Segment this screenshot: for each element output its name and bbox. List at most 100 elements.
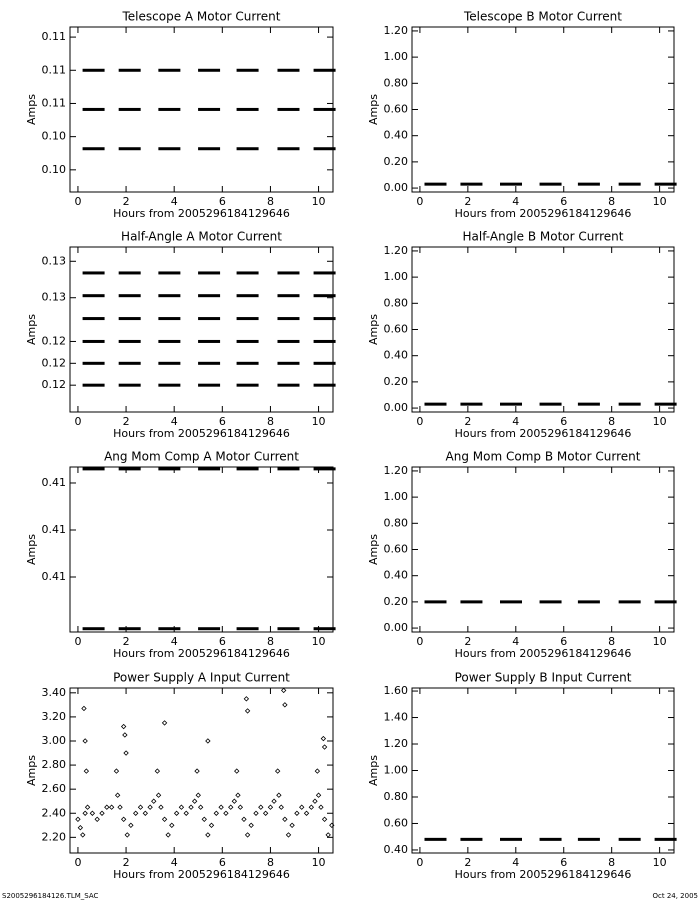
x-tick-label: 8: [608, 856, 615, 869]
data-point: [120, 816, 127, 822]
data-dash: [236, 361, 259, 365]
x-tick-label: 4: [171, 415, 178, 428]
data-point: [165, 832, 171, 838]
y-tick-label: 2.80: [42, 758, 67, 771]
data-point: [244, 708, 251, 714]
y-tick-label: 3.00: [42, 734, 67, 747]
x-tick-label: 4: [512, 856, 519, 869]
y-axis-label: Amps: [367, 314, 380, 345]
y-tick-label: 1.20: [384, 244, 409, 257]
data-point: [128, 822, 134, 828]
data-dash: [158, 383, 181, 387]
data-dash: [539, 402, 562, 406]
data-dash: [313, 147, 336, 151]
data-dash: [460, 600, 483, 604]
data-point: [133, 810, 139, 816]
data-dash: [82, 361, 105, 365]
data-dash: [460, 182, 483, 186]
data-dash: [618, 837, 641, 841]
data-dash: [198, 317, 221, 321]
y-tick-label: 0.11: [42, 30, 67, 43]
data-point: [77, 825, 84, 831]
data-point: [113, 768, 120, 774]
data-point: [108, 804, 115, 810]
x-tick-label: 0: [416, 856, 423, 869]
data-dash: [277, 271, 300, 275]
x-axis-label: Hours from 2005296184129646: [113, 868, 290, 881]
data-point: [234, 768, 240, 774]
data-dash: [539, 600, 562, 604]
y-tick-label: 0.80: [384, 296, 409, 309]
data-dash: [460, 837, 483, 841]
x-tick-label: 0: [74, 195, 81, 208]
data-dash: [313, 68, 336, 72]
x-axis-label: Hours from 2005296184129646: [455, 868, 632, 881]
data-point: [325, 832, 331, 838]
footer-left: S2005296184126.TLM_SAC: [2, 892, 99, 900]
y-tick-label: 1.00: [384, 490, 409, 503]
data-point: [321, 816, 328, 822]
data-dash: [198, 339, 221, 343]
data-dash: [82, 107, 105, 111]
data-point: [253, 810, 259, 816]
data-dash: [577, 600, 600, 604]
y-tick-label: 0.80: [384, 76, 409, 89]
data-point: [194, 768, 200, 774]
data-point: [248, 822, 254, 828]
y-tick-label: 1.20: [384, 24, 409, 37]
data-dash: [158, 271, 181, 275]
y-axis-label: Amps: [25, 314, 38, 345]
data-point: [314, 768, 321, 774]
y-tick-label: 0.00: [384, 181, 409, 194]
data-dash: [499, 837, 522, 841]
data-dash: [158, 68, 181, 72]
data-dash: [158, 107, 181, 111]
data-point: [318, 804, 324, 810]
data-dash: [236, 627, 259, 631]
data-point: [94, 816, 100, 822]
chart-title: Ang Mom Comp B Motor Current: [446, 450, 641, 464]
data-dash: [313, 107, 336, 111]
data-dash: [618, 600, 641, 604]
data-point: [267, 804, 274, 810]
x-tick-label: 2: [123, 415, 130, 428]
data-dash: [118, 147, 141, 151]
data-dash: [577, 837, 600, 841]
x-tick-label: 4: [512, 415, 519, 428]
x-axis-label: Hours from 2005296184129646: [113, 427, 290, 440]
data-point: [82, 738, 88, 744]
y-tick-label: 0.13: [42, 291, 67, 304]
y-tick-label: 0.40: [384, 569, 409, 582]
y-tick-label: 0.00: [384, 401, 409, 414]
x-tick-label: 10: [312, 195, 326, 208]
data-point: [155, 792, 162, 798]
y-tick-label: 0.60: [384, 103, 409, 116]
x-tick-label: 10: [653, 195, 667, 208]
data-dash: [198, 467, 221, 471]
plot-frame: [69, 466, 334, 633]
x-tick-label: 2: [464, 856, 471, 869]
data-dash: [158, 467, 181, 471]
y-axis-label: Amps: [25, 94, 38, 125]
y-tick-label: 0.40: [384, 129, 409, 142]
y-axis-label: Amps: [367, 94, 380, 125]
data-point: [161, 816, 168, 822]
y-tick-label: 0.11: [42, 63, 67, 76]
data-point: [282, 702, 288, 708]
data-point: [195, 792, 201, 798]
data-dash: [158, 294, 181, 298]
x-tick-label: 4: [512, 635, 519, 648]
data-point: [161, 720, 168, 726]
data-point: [117, 804, 123, 810]
data-dash: [577, 402, 600, 406]
data-dash: [158, 339, 181, 343]
plot-frame: [69, 687, 334, 854]
chart-title: Half-Angle A Motor Current: [121, 230, 282, 244]
x-tick-label: 0: [74, 856, 81, 869]
x-tick-label: 2: [123, 635, 130, 648]
y-tick-label: 3.40: [42, 686, 67, 699]
data-dash: [236, 107, 259, 111]
data-point: [280, 687, 287, 694]
x-tick-label: 10: [312, 856, 326, 869]
data-point: [276, 792, 282, 798]
